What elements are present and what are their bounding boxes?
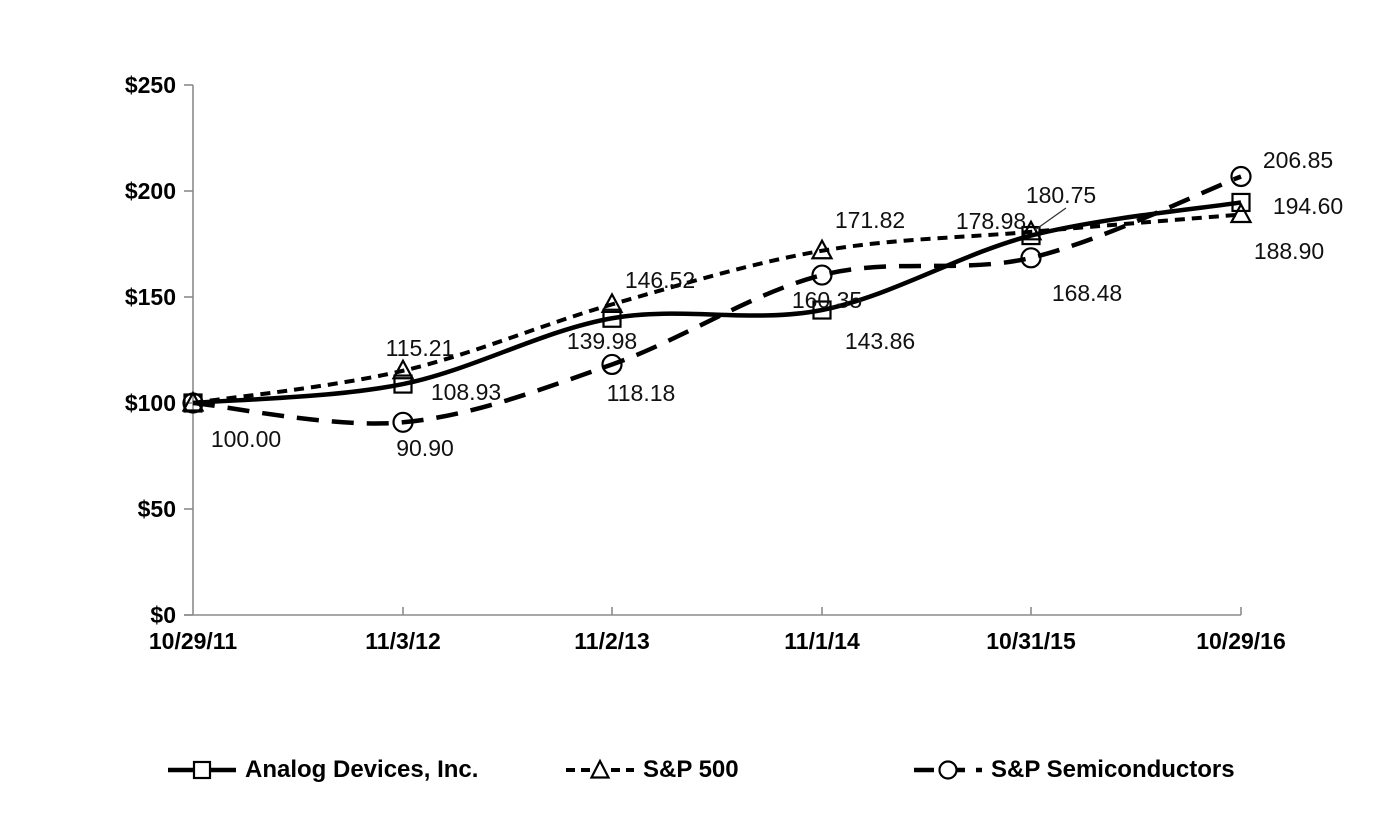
triangle-marker — [1229, 202, 1253, 224]
series-lines — [192, 174, 1242, 426]
value-label: 108.93 — [431, 379, 501, 405]
circle-marker — [811, 264, 833, 286]
circle-marker — [392, 411, 414, 433]
triangle-marker — [181, 390, 205, 412]
legend-label-sp-semiconductors: S&P Semiconductors — [991, 756, 1235, 783]
y-axis-label: $50 — [138, 496, 176, 522]
value-label: 171.82 — [835, 207, 905, 233]
value-label: 188.90 — [1254, 238, 1324, 264]
value-label: 168.48 — [1052, 280, 1122, 306]
value-label: 206.85 — [1263, 147, 1333, 173]
y-axis-label: $200 — [125, 178, 176, 204]
solid-line-square-marker-icon — [168, 760, 236, 780]
value-label: 160.35 — [792, 287, 862, 313]
series-line-square — [192, 200, 1242, 406]
value-label: 178.98 — [956, 208, 1026, 234]
value-label: 139.98 — [567, 328, 637, 354]
square-marker — [602, 308, 622, 328]
x-axis-label: 10/31/15 — [986, 628, 1076, 654]
value-label: 143.86 — [845, 328, 915, 354]
triangle-marker — [1019, 219, 1043, 241]
triangle-marker — [810, 238, 834, 260]
square-marker — [1231, 192, 1251, 213]
value-label: 118.18 — [607, 380, 676, 406]
circle-marker — [1020, 247, 1042, 269]
value-labels: 100.00 108.93 139.98 143.86 178.98 194.60 115.… — [211, 147, 1343, 461]
circle-marker — [182, 392, 204, 414]
chart-legend: Analog Devices, Inc. S&P 500 S&P Semicon… — [0, 753, 1386, 787]
square-marker — [812, 300, 832, 320]
chart-axes: $0 $50 $100 $150 $200 $250 10/29/11 11/3/12 11/2… — [125, 72, 1286, 654]
x-axis-label: 11/3/12 — [365, 628, 440, 654]
value-label: 194.60 — [1273, 193, 1343, 219]
value-label: 100.00 — [211, 426, 281, 452]
value-label: 90.90 — [396, 435, 454, 461]
circle-marker — [601, 353, 623, 376]
legend-item-sp-semiconductors: S&P Semiconductors — [914, 753, 1235, 787]
legend-label-analog-devices: Analog Devices, Inc. — [245, 756, 479, 783]
x-axis-label: 10/29/11 — [149, 628, 237, 654]
y-axis-label: $150 — [125, 284, 176, 310]
value-label: 115.21 — [386, 335, 455, 361]
long-dash-line-circle-marker-icon — [914, 760, 982, 780]
y-axis-label: $0 — [150, 602, 176, 628]
triangle-marker — [600, 292, 624, 313]
legend-item-sp500: S&P 500 — [566, 753, 739, 787]
series-markers — [181, 165, 1253, 433]
square-marker — [393, 374, 413, 394]
y-axis-label: $100 — [125, 390, 176, 416]
value-label: 180.75 — [1026, 182, 1096, 208]
dashed-line-triangle-marker-icon — [566, 758, 634, 779]
x-axis-label: 11/2/13 — [574, 628, 649, 654]
circle-marker — [1230, 165, 1252, 188]
legend-item-analog-devices: Analog Devices, Inc. — [168, 753, 478, 787]
x-axis-label: 10/29/16 — [1196, 628, 1286, 654]
value-label: 146.52 — [625, 267, 695, 293]
series-line-circle — [192, 174, 1242, 426]
y-axis-label: $250 — [125, 72, 176, 98]
x-axis-label: 11/1/14 — [784, 628, 860, 654]
triangle-marker — [391, 358, 415, 380]
label-leader-line — [1034, 207, 1067, 231]
legend-label-sp500: S&P 500 — [643, 756, 739, 783]
